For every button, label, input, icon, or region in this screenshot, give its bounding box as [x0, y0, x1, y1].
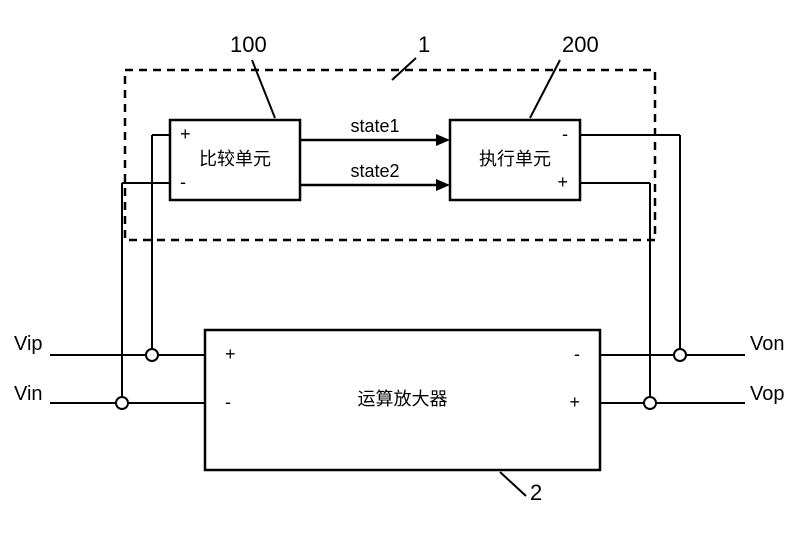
svg-text:-: -: [225, 392, 231, 412]
ref-200: 200: [562, 32, 599, 57]
svg-text:+: +: [557, 172, 568, 192]
svg-text:+: +: [225, 344, 236, 364]
opamp-block-label: 运算放大器: [358, 389, 448, 409]
signal-state2-label: state2: [350, 161, 399, 181]
io-label-vin: Vin: [14, 383, 43, 405]
signal-state1-label: state1: [350, 116, 399, 136]
wire-node: [116, 397, 128, 409]
ref-100: 100: [230, 32, 267, 57]
io-label-vop: Vop: [750, 383, 784, 405]
ref-2: 2: [530, 480, 542, 505]
wire-node: [674, 349, 686, 361]
io-label-vip: Vip: [14, 333, 43, 355]
io-label-von: Von: [750, 333, 784, 355]
svg-text:-: -: [180, 172, 186, 192]
svg-text:+: +: [180, 124, 191, 144]
wire-node: [644, 397, 656, 409]
exec-block-label: 执行单元: [479, 149, 551, 169]
svg-text:-: -: [562, 124, 568, 144]
svg-text:-: -: [574, 344, 580, 364]
wire-node: [146, 349, 158, 361]
compare-block-label: 比较单元: [199, 149, 271, 169]
svg-text:+: +: [569, 392, 580, 412]
ref-1: 1: [418, 32, 430, 57]
